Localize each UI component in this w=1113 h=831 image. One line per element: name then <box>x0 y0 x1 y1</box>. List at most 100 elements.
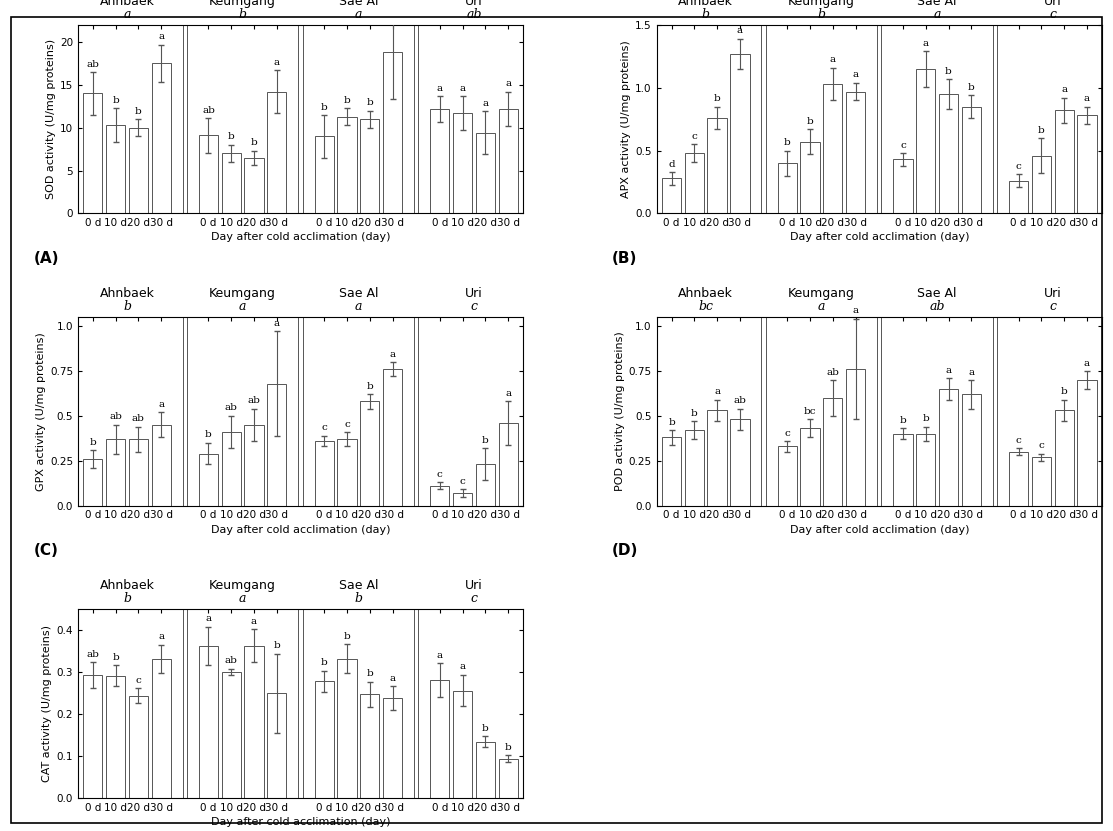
Text: b: b <box>482 724 489 733</box>
Text: Sae Al: Sae Al <box>917 288 957 300</box>
Bar <box>199 454 218 505</box>
Text: c: c <box>785 429 790 438</box>
Text: d: d <box>668 160 674 169</box>
Bar <box>499 759 518 798</box>
Bar <box>431 486 450 505</box>
Bar <box>83 93 102 214</box>
Text: b: b <box>702 8 710 21</box>
Bar <box>106 125 126 214</box>
Bar <box>129 696 148 798</box>
Text: a: a <box>158 400 165 409</box>
Bar <box>431 109 450 214</box>
Text: a: a <box>853 307 858 316</box>
Text: b: b <box>112 96 119 105</box>
Bar <box>778 446 797 505</box>
Bar <box>453 113 472 214</box>
Bar <box>453 691 472 798</box>
Text: b: b <box>321 102 327 111</box>
Text: c: c <box>437 470 443 479</box>
Text: Ahnbaek: Ahnbaek <box>99 0 155 8</box>
Text: a: a <box>252 617 257 626</box>
Text: bc: bc <box>698 300 713 313</box>
Bar <box>475 741 495 798</box>
Text: a: a <box>460 662 465 671</box>
Bar <box>962 106 981 214</box>
Text: a: a <box>945 366 952 375</box>
Bar <box>267 384 286 505</box>
Text: b: b <box>899 416 906 425</box>
Text: Keumgang: Keumgang <box>209 0 276 8</box>
Text: b: b <box>124 300 131 313</box>
Bar <box>662 437 681 505</box>
Text: a: a <box>923 39 928 48</box>
Bar <box>337 439 356 505</box>
Bar <box>1054 111 1074 214</box>
Text: Ahnbaek: Ahnbaek <box>678 288 733 300</box>
Bar <box>267 693 286 798</box>
Bar <box>361 119 380 214</box>
Bar <box>199 135 218 214</box>
Bar <box>361 401 380 505</box>
Bar <box>916 434 935 505</box>
Bar <box>129 439 148 505</box>
Y-axis label: APX activity (U/mg proteins): APX activity (U/mg proteins) <box>621 40 631 198</box>
Text: a: a <box>1084 358 1090 367</box>
Bar <box>221 432 240 505</box>
Text: ab: ab <box>247 396 260 406</box>
Text: a: a <box>355 8 362 21</box>
Text: c: c <box>1038 441 1044 450</box>
Text: b: b <box>505 743 512 752</box>
Text: a: a <box>436 651 443 660</box>
Bar <box>846 91 865 214</box>
Text: Keumgang: Keumgang <box>209 579 276 593</box>
Text: b: b <box>945 66 952 76</box>
Text: b: b <box>112 653 119 662</box>
Text: Sae Al: Sae Al <box>338 579 378 593</box>
Text: a: a <box>239 300 246 313</box>
X-axis label: Day after cold acclimation (day): Day after cold acclimation (day) <box>210 233 391 243</box>
Bar <box>962 394 981 505</box>
Bar <box>916 69 935 214</box>
Text: a: a <box>818 300 825 313</box>
Text: c: c <box>460 477 465 486</box>
Text: ab: ab <box>109 412 122 421</box>
Bar <box>846 369 865 505</box>
Text: ab: ab <box>929 300 945 313</box>
Bar <box>894 434 913 505</box>
Bar <box>151 659 170 798</box>
Bar <box>221 672 240 798</box>
Bar <box>800 142 819 214</box>
Bar <box>83 459 102 505</box>
Text: c: c <box>1016 435 1022 445</box>
Bar <box>800 429 819 505</box>
Text: a: a <box>460 84 465 92</box>
Text: c: c <box>344 420 349 429</box>
Text: a: a <box>1061 86 1067 95</box>
Text: b: b <box>1061 387 1067 396</box>
Text: a: a <box>830 56 836 64</box>
Bar <box>315 136 334 214</box>
Y-axis label: SOD activity (U/mg proteins): SOD activity (U/mg proteins) <box>46 39 56 199</box>
Text: Ahnbaek: Ahnbaek <box>99 579 155 593</box>
Text: b: b <box>344 96 351 105</box>
Bar <box>1009 181 1028 214</box>
Text: (A): (A) <box>33 251 59 266</box>
Text: b: b <box>344 632 351 641</box>
Bar <box>453 493 472 505</box>
Text: (D): (D) <box>612 543 639 558</box>
Bar <box>431 680 450 798</box>
Text: ab: ab <box>225 403 238 412</box>
Text: Sae Al: Sae Al <box>338 0 378 8</box>
Bar <box>824 398 843 505</box>
Text: c: c <box>1050 300 1056 313</box>
Text: ab: ab <box>87 650 99 659</box>
Text: ab: ab <box>203 106 215 115</box>
Text: Uri: Uri <box>465 288 483 300</box>
Bar <box>83 675 102 798</box>
Bar <box>894 160 913 214</box>
Text: Sae Al: Sae Al <box>917 0 957 8</box>
Bar <box>708 118 727 214</box>
Bar <box>1054 411 1074 505</box>
Text: Ahnbaek: Ahnbaek <box>99 288 155 300</box>
Bar <box>267 91 286 214</box>
